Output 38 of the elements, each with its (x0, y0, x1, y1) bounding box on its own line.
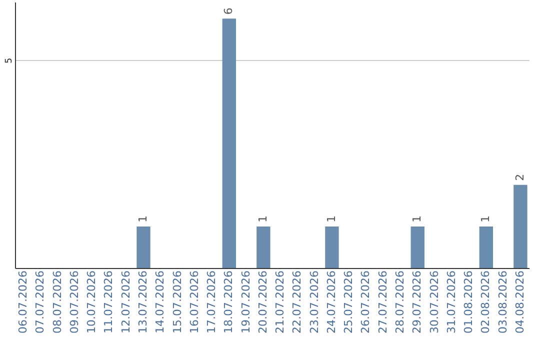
x-tick-label: 11.07.2026 (102, 270, 116, 334)
data-label: 6 (222, 8, 236, 15)
data-label: 1 (136, 215, 150, 222)
x-tick-label: 14.07.2026 (154, 270, 167, 334)
x-tick-label: 07.07.2026 (34, 270, 47, 334)
x-tick-label: 29.07.2026 (410, 270, 424, 334)
x-tick-label: 15.07.2026 (170, 270, 184, 334)
x-tick-label: 19.07.2026 (239, 270, 252, 334)
x-tick-label: 09.07.2026 (68, 270, 81, 334)
x-tick-label: 02.08.2026 (479, 270, 492, 334)
x-tick-label: 27.07.2026 (376, 270, 390, 334)
x-tick-label: 23.07.2026 (308, 270, 321, 334)
x-tick-label: 21.07.2026 (274, 270, 287, 334)
x-tick-label: 04.08.2026 (513, 270, 526, 334)
x-tick-label: 10.07.2026 (85, 270, 98, 334)
data-label: 1 (256, 215, 270, 222)
x-tick-label: 16.07.2026 (188, 270, 201, 334)
data-label: 1 (324, 215, 338, 222)
x-tick-label: 30.07.2026 (428, 270, 441, 334)
x-tick-label: 18.07.2026 (222, 270, 236, 334)
x-tick-label: 13.07.2026 (136, 270, 150, 334)
x-tick-label: 01.08.2026 (462, 270, 476, 334)
x-tick-label: 03.08.2026 (496, 270, 510, 334)
x-tick-label: 22.07.2026 (290, 270, 304, 334)
x-tick-label: 28.07.2026 (394, 270, 406, 334)
x-tick-label: 12.07.2026 (119, 270, 132, 334)
data-label: 1 (479, 215, 492, 222)
x-tick-label: 26.07.2026 (359, 270, 372, 334)
x-tick-label: 08.07.2026 (50, 270, 64, 334)
x-tick-label: 25.07.2026 (342, 270, 356, 334)
x-tick-label: 06.07.2026 (16, 270, 30, 334)
data-label: 2 (513, 174, 526, 181)
x-tick-label: 31.07.2026 (444, 270, 458, 334)
x-tick-label: 20.07.2026 (256, 270, 270, 334)
x-tick-label: 24.07.2026 (324, 270, 338, 334)
y-tick-label: 5 (4, 58, 14, 64)
x-tick-label: 17.07.2026 (205, 270, 218, 334)
data-label: 1 (410, 215, 424, 222)
